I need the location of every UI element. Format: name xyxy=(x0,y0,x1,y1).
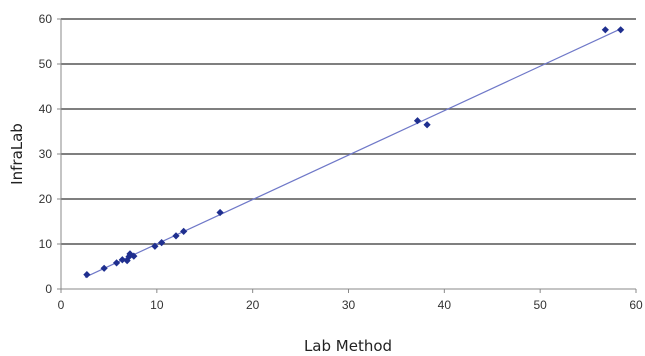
data-point-9 xyxy=(158,239,166,247)
x-tick-label-0: 0 xyxy=(58,298,65,312)
y-tick-label-60: 60 xyxy=(39,12,53,26)
data-point-10 xyxy=(172,232,180,240)
gridlines xyxy=(61,18,636,245)
data-point-11 xyxy=(180,227,188,235)
x-tick-label-10: 10 xyxy=(150,298,164,312)
data-point-14 xyxy=(423,121,431,129)
data-point-15 xyxy=(601,26,609,34)
data-point-1 xyxy=(100,264,108,272)
data-point-0 xyxy=(83,271,91,279)
x-axis-title: Lab Method xyxy=(304,337,392,355)
data-point-13 xyxy=(413,117,422,125)
data-point-3 xyxy=(118,256,126,264)
data-point-16 xyxy=(617,26,625,34)
data-point-8 xyxy=(151,242,159,250)
y-tick-label-10: 10 xyxy=(39,237,53,251)
y-tick-label-40: 40 xyxy=(39,102,53,116)
x-tick-label-20: 20 xyxy=(246,298,260,312)
data-point-12 xyxy=(216,208,224,217)
data-point-2 xyxy=(112,259,121,267)
trendline xyxy=(84,27,622,278)
trendline-group xyxy=(84,27,622,278)
data-points xyxy=(83,26,625,279)
y-tick-label-20: 20 xyxy=(39,192,53,206)
data-point-4 xyxy=(123,257,131,265)
x-tick-label-30: 30 xyxy=(342,298,356,312)
y-tick-label-0: 0 xyxy=(45,282,52,296)
x-tick-label-50: 50 xyxy=(533,298,547,312)
tick-labels: 0 10 20 30 40 50 60 0 10 20 30 40 50 60 xyxy=(39,12,643,312)
y-axis-title: InfraLab xyxy=(8,123,26,185)
axes xyxy=(57,18,637,293)
x-tick-label-60: 60 xyxy=(629,298,643,312)
x-tick-label-40: 40 xyxy=(438,298,452,312)
data-point-7 xyxy=(130,252,138,260)
y-tick-label-50: 50 xyxy=(39,57,53,71)
y-tick-label-30: 30 xyxy=(39,147,53,161)
